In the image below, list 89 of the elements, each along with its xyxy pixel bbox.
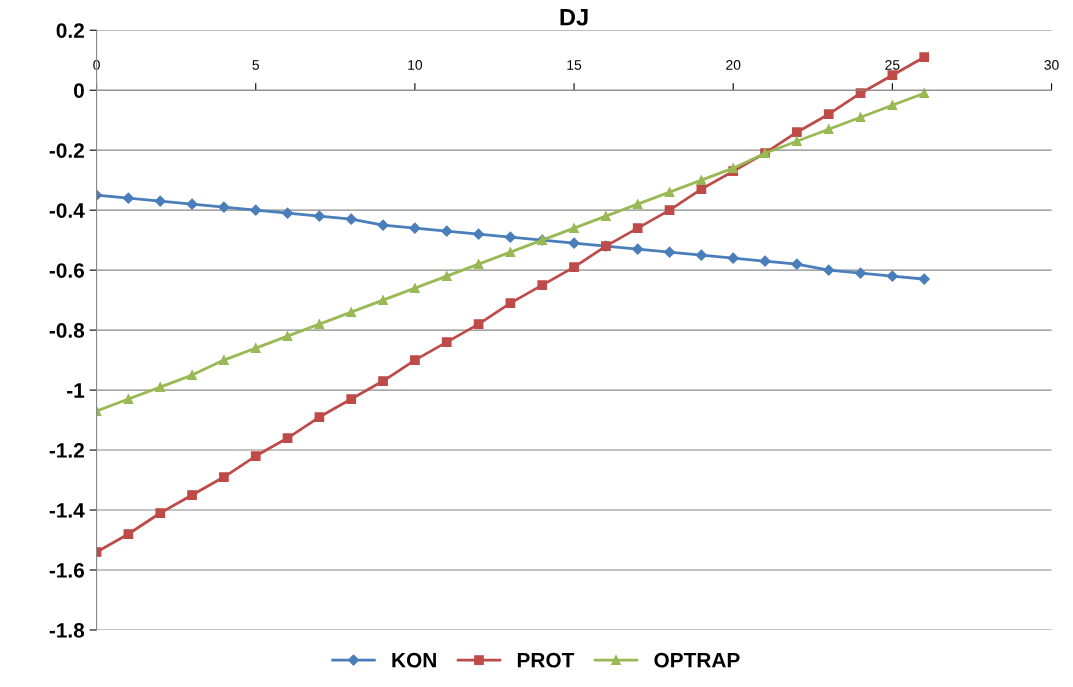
point — [250, 451, 261, 461]
x-tick-label: 15 — [567, 60, 582, 70]
y-tick-label: 0.2 — [56, 23, 84, 38]
point — [887, 100, 898, 111]
x-tick-label: 20 — [726, 60, 741, 70]
point — [314, 412, 325, 422]
point — [441, 225, 453, 237]
point — [537, 280, 548, 290]
point — [441, 271, 452, 281]
x-tick-label: 25 — [885, 60, 900, 70]
point — [345, 213, 357, 225]
point — [187, 370, 197, 380]
point — [123, 529, 134, 539]
point — [823, 109, 834, 120]
y-tick-label: -0.6 — [49, 263, 85, 278]
point — [123, 394, 134, 404]
point — [346, 394, 357, 404]
point — [887, 70, 898, 81]
point — [695, 249, 707, 261]
y-tick-label: 0 — [74, 83, 84, 98]
chart-title: DJ — [560, 9, 588, 26]
point — [823, 264, 835, 276]
point — [281, 207, 294, 219]
point — [346, 307, 357, 317]
legend-label: OPTRAP — [654, 652, 740, 668]
point — [155, 382, 166, 392]
x-tick-label: 30 — [1044, 60, 1059, 70]
point — [218, 201, 230, 213]
x-tick-label: 10 — [408, 60, 423, 70]
point — [505, 298, 516, 308]
point — [441, 337, 452, 347]
point — [919, 52, 930, 63]
point — [632, 243, 644, 255]
point — [378, 295, 388, 305]
point — [473, 319, 484, 329]
point — [727, 252, 739, 264]
point — [663, 246, 676, 258]
point — [601, 211, 611, 222]
point — [569, 223, 579, 234]
point — [377, 219, 389, 231]
point — [886, 270, 898, 282]
point — [154, 195, 166, 207]
point — [823, 124, 834, 135]
point — [219, 355, 229, 365]
point — [473, 259, 484, 269]
y-tick-label: -1.2 — [49, 443, 84, 458]
point — [187, 490, 197, 500]
point — [219, 472, 229, 482]
y-tick-label: -1.6 — [49, 563, 85, 578]
point — [122, 192, 135, 204]
point — [759, 255, 771, 267]
point — [504, 231, 516, 243]
y-tick-label: -0.8 — [49, 323, 85, 338]
y-tick-label: -1 — [67, 383, 85, 398]
point — [250, 204, 262, 216]
point — [919, 88, 930, 99]
point — [918, 273, 930, 285]
point — [314, 319, 325, 329]
point — [313, 210, 326, 222]
legend-label: KON — [392, 652, 436, 668]
point — [792, 127, 802, 138]
x-tick-label: 5 — [252, 60, 260, 70]
point — [569, 262, 579, 272]
point — [632, 223, 643, 234]
point — [568, 237, 580, 249]
legend-label: PROT — [517, 652, 575, 668]
point — [505, 247, 516, 257]
point — [472, 228, 485, 240]
y-tick-label: -0.2 — [49, 143, 84, 158]
point — [282, 433, 293, 443]
point — [378, 376, 388, 386]
point — [409, 222, 421, 234]
point — [410, 355, 420, 365]
point — [410, 283, 420, 293]
point — [791, 258, 803, 270]
y-tick-label: -0.4 — [49, 203, 85, 218]
point — [855, 112, 866, 123]
point — [664, 187, 675, 198]
point — [632, 199, 643, 210]
point — [250, 343, 261, 353]
point — [696, 175, 707, 186]
point — [282, 331, 293, 341]
y-tick-label: -1.8 — [49, 622, 85, 638]
point — [186, 198, 198, 210]
point — [155, 508, 166, 518]
point — [664, 205, 675, 216]
point — [792, 136, 802, 147]
point — [854, 267, 867, 279]
y-tick-label: -1.4 — [49, 503, 85, 518]
